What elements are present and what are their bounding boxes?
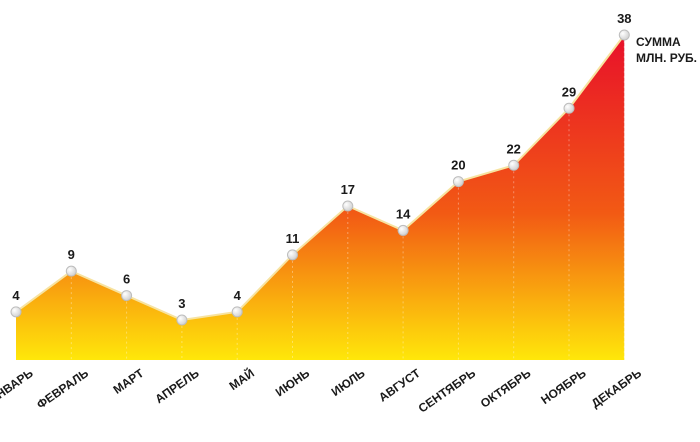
x-tick-label: ДЕКАБРЬ [589,366,645,411]
x-tick-label: ИЮНЬ [273,366,313,400]
x-tick-label: АВГУСТ [376,366,423,405]
marker-layer [10,29,630,326]
x-tick-label: МАЙ [226,365,257,393]
x-tick-label: МАРТ [111,366,147,397]
data-point-marker [10,306,22,318]
x-tick-label: НОЯБРЬ [538,366,589,407]
data-point-marker [342,200,354,212]
data-label: 4 [12,288,20,303]
data-label: 22 [506,141,520,156]
data-point-marker [508,159,520,171]
data-label: 3 [178,296,185,311]
x-tick-label: СЕНТЯБРЬ [416,366,479,416]
x-tick-label: ЯНВАРЬ [0,366,36,407]
x-tick-label: ИЮЛЬ [329,366,368,399]
data-label: 38 [617,11,631,26]
data-label: 6 [123,272,130,287]
legend-line-2: МЛН. РУБ. [636,51,697,65]
data-point-marker [287,249,298,261]
series-line [15,34,626,322]
data-point-marker [121,290,133,302]
data-point-marker [231,306,243,318]
data-label: 17 [341,182,355,197]
data-point-marker [65,265,77,277]
data-point-marker [618,29,630,41]
data-label: 9 [68,247,75,262]
value-label-layer: 4 9 6 3 4 11 17 14 20 22 29 38 [12,11,631,311]
data-label: 14 [396,206,411,221]
x-tick-label: ФЕВРАЛЬ [34,366,91,412]
data-label: 29 [562,84,576,99]
data-label: 11 [286,231,300,246]
x-tick-label: АПРЕЛЬ [152,366,201,406]
data-point-marker [176,314,188,326]
area-layer [15,34,626,360]
legend-line-1: СУММА [636,35,681,49]
x-tick-label: ОКТЯБРЬ [478,366,534,411]
dropline-layer [70,41,625,360]
data-label: 4 [234,288,242,303]
data-point-marker [563,102,575,114]
data-point-marker [397,224,409,236]
series-area [16,35,625,360]
data-point-marker [452,176,464,188]
data-label: 20 [451,158,465,173]
